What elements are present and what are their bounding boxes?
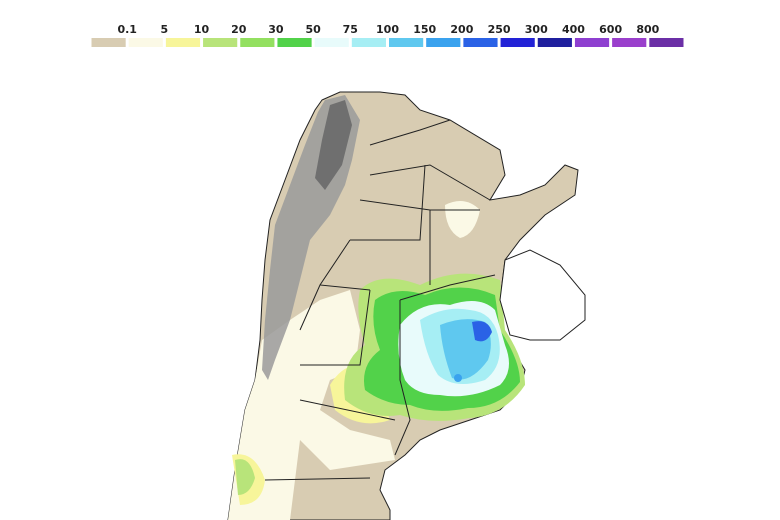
legend-label: 600	[599, 23, 622, 36]
rain-area-blue	[454, 374, 462, 382]
legend-label: 250	[488, 23, 511, 36]
legend-swatch	[537, 38, 572, 47]
legend-swatch	[128, 38, 163, 47]
legend-label: 100	[376, 23, 399, 36]
terrain-shading	[315, 100, 352, 190]
legend-swatch	[574, 38, 610, 47]
legend-label: 20	[231, 23, 247, 36]
legend-swatch	[203, 38, 238, 47]
legend-swatch	[500, 38, 535, 47]
legend-swatch	[314, 38, 349, 47]
legend-swatch	[612, 38, 647, 47]
legend-label: 300	[525, 23, 548, 36]
rain-area-green	[235, 459, 255, 495]
legend-label: 50	[305, 23, 321, 36]
legend-label: 400	[562, 23, 585, 36]
legend-label: 10	[194, 23, 210, 36]
legend-label: 150	[413, 23, 436, 36]
legend-swatch	[463, 38, 498, 47]
map-body	[227, 91, 586, 520]
legend-swatch	[165, 38, 201, 47]
legend-swatch	[351, 38, 386, 47]
legend-label: 75	[343, 23, 358, 36]
rain-area-blue	[472, 321, 492, 342]
neighbor-country	[499, 249, 586, 341]
legend-swatch	[426, 38, 461, 47]
legend-swatch	[91, 38, 126, 47]
legend-label: 0.1	[117, 23, 137, 36]
legend-label: 200	[450, 23, 473, 36]
legend-swatch	[277, 38, 312, 47]
legend-label: 30	[268, 23, 284, 36]
legend-label: 800	[636, 23, 659, 36]
legend-swatch	[649, 38, 684, 47]
province-border	[264, 119, 496, 481]
legend-swatch	[240, 38, 275, 47]
legend-label: 5	[161, 23, 169, 36]
legend-swatch	[389, 38, 424, 47]
color-legend: 0.1 5 10 20 30 50 75 100 150 200 250 300 400 600 800	[91, 23, 684, 47]
